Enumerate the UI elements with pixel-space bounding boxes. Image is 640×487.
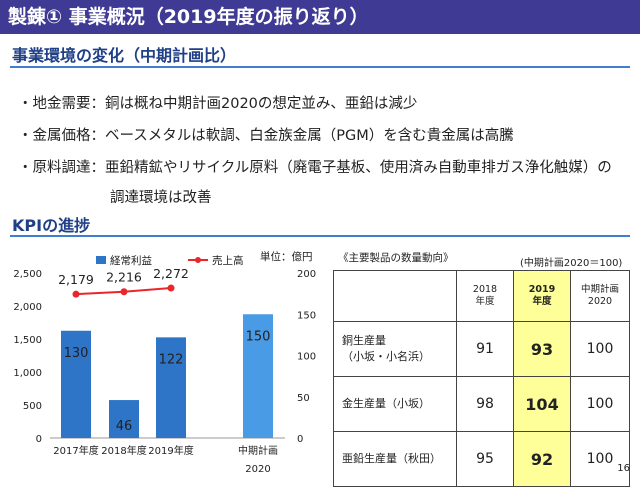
left-tick-label: 500	[23, 401, 42, 412]
header-2019-line1: 2019	[528, 284, 556, 295]
cell-plan: 100	[570, 376, 630, 432]
cell-plan: 100	[570, 321, 630, 377]
sales-value-label: 2,179	[58, 272, 94, 287]
header-2018-line1: 2018	[472, 284, 498, 295]
bar-value-label: 130	[64, 346, 89, 361]
section-divider	[10, 66, 630, 68]
table-row: 銅生産量 （小坂・小名浜） 91 93 100	[333, 321, 630, 377]
right-tick-label: 0	[297, 434, 303, 445]
sales-value-label: 2,272	[153, 266, 189, 281]
left-tick-label: 2,000	[13, 302, 42, 313]
row-label-gold: 金生産量（小坂）	[333, 376, 457, 432]
section-heading-environment: 事業環境の変化（中期計画比）	[12, 46, 237, 65]
left-tick-label: 1,000	[13, 368, 42, 379]
table-row: 亜鉛生産量（秋田） 95 92 100	[333, 431, 630, 487]
bar-value-label: 122	[159, 352, 184, 367]
left-tick-label: 1,500	[13, 335, 42, 346]
header-2018-line2: 年度	[475, 296, 495, 307]
row-label-copper: 銅生産量 （小坂・小名浜）	[333, 321, 457, 377]
x-tick-label: 2019年度	[148, 444, 193, 457]
x-tick-label: 中期計画	[238, 444, 278, 457]
bullet-procurement-continued: 調達環境は改善	[110, 190, 212, 206]
row-label-copper-line1: 銅生産量	[342, 334, 386, 347]
bar-ordinary-profit	[156, 337, 186, 438]
bullet-prices: ・金属価格：ベースメタルは軟調、白金族金属（PGM）を含む貴金属は高騰	[18, 128, 514, 144]
x-tick-sublabel: 2020	[245, 464, 270, 475]
right-tick-label: 100	[297, 352, 316, 363]
legend-label-sales: 売上高	[212, 254, 244, 267]
x-tick-label: 2018年度	[101, 444, 146, 457]
row-label-zinc: 亜鉛生産量（秋田）	[333, 431, 457, 487]
cell-2018: 91	[456, 321, 514, 377]
cell-2018: 98	[456, 376, 514, 432]
bullet-procurement: ・原料調達：亜鉛精鉱やリサイクル原料（廃電子基板、使用済み自動車排ガス浄化触媒）…	[18, 160, 612, 176]
row-label-copper-line2: （小坂・小名浜）	[342, 350, 430, 363]
bar-ordinary-profit	[243, 314, 273, 438]
kpi-chart: 0 500 1,000 1,500 2,000 2,500 0 50 100 150 200 130 2…	[0, 248, 330, 480]
cell-2019: 92	[513, 431, 571, 487]
table-header-blank	[333, 270, 457, 322]
table-header-2019: 2019 年度	[513, 270, 571, 322]
section-heading-kpi: KPIの進捗	[12, 216, 91, 235]
sales-value-label: 2,216	[106, 270, 142, 285]
chart-unit: 単位：億円	[260, 250, 313, 263]
bar-ordinary-profit	[109, 400, 139, 438]
header-2019-line2: 年度	[532, 296, 552, 307]
bar-ordinary-profit	[61, 330, 91, 438]
table-header-plan: 中期計画 2020	[570, 270, 630, 322]
right-tick-label: 200	[297, 269, 316, 280]
table-note: (中期計画2020＝100)	[520, 258, 623, 269]
left-tick-label: 0	[36, 434, 42, 445]
section-divider	[10, 235, 630, 237]
cell-2018: 95	[456, 431, 514, 487]
legend-marker-sales	[195, 257, 201, 263]
table-row: 金生産量（小坂） 98 104 100	[333, 376, 630, 432]
table-header-2018: 2018 年度	[456, 270, 514, 322]
bar-value-label: 150	[246, 329, 271, 344]
page-number: 16	[617, 463, 630, 474]
bar-value-label: 46	[116, 419, 133, 434]
right-tick-label: 150	[297, 310, 316, 321]
bullet-demand: ・地金需要：銅は概ね中期計画2020の想定並み、亜鉛は減少	[18, 96, 418, 112]
sales-point	[72, 290, 80, 298]
cell-2019: 104	[513, 376, 571, 432]
header-plan-line2: 2020	[587, 296, 613, 307]
product-volume-table: 2018 年度 2019 年度 中期計画 2020 銅生産量 （小坂・小名浜） …	[333, 270, 630, 487]
legend-swatch-profit	[96, 256, 106, 264]
sales-point	[167, 284, 175, 292]
kpi-chart-svg: 0 500 1,000 1,500 2,000 2,500 0 50 100 150 200 130 2…	[13, 250, 316, 475]
right-tick-label: 50	[297, 393, 310, 404]
table-header-row: 2018 年度 2019 年度 中期計画 2020	[333, 270, 630, 322]
cell-2019: 93	[513, 321, 571, 377]
left-tick-label: 2,500	[13, 269, 42, 280]
page-title: 製錬① 事業概況（2019年度の振り返り）	[0, 0, 640, 34]
sales-point	[120, 288, 128, 296]
header-plan-line1: 中期計画	[580, 284, 619, 295]
table-title: 《主要製品の数量動向》	[338, 252, 454, 264]
x-tick-label: 2017年度	[53, 444, 98, 457]
legend-label-profit: 経常利益	[110, 254, 152, 267]
cell-plan: 100	[570, 431, 630, 487]
